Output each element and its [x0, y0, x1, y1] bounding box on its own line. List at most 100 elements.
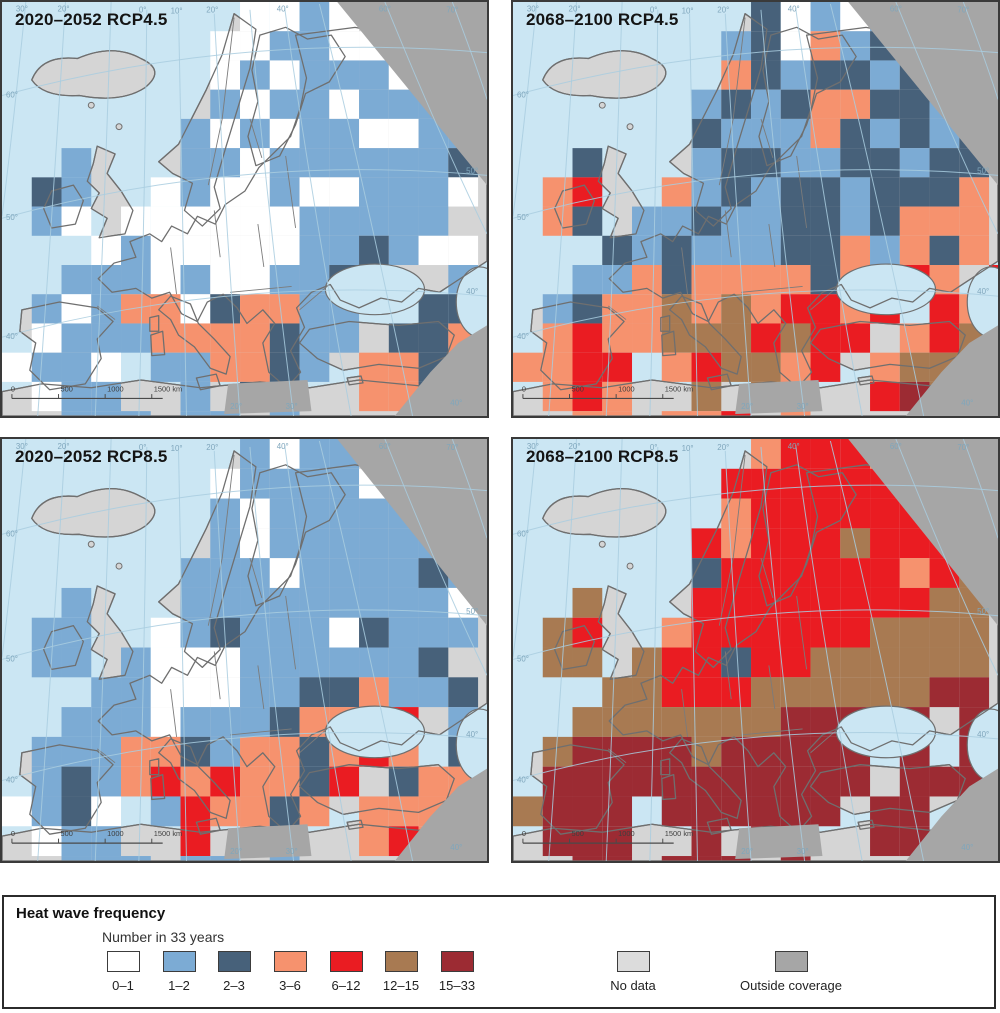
legend-item-3-6: 3–6 [262, 951, 318, 993]
svg-text:50°: 50° [517, 213, 529, 222]
svg-text:500: 500 [572, 829, 584, 838]
svg-text:1500 km: 1500 km [154, 385, 182, 394]
legend-subtitle: Number in 33 years [102, 929, 225, 945]
svg-text:1500 km: 1500 km [665, 385, 693, 394]
svg-text:50°: 50° [517, 654, 529, 663]
svg-text:30°: 30° [797, 402, 809, 411]
svg-text:70°: 70° [446, 443, 458, 452]
svg-text:20°: 20° [230, 847, 242, 856]
svg-text:30°: 30° [286, 402, 298, 411]
svg-text:30°: 30° [527, 5, 539, 14]
svg-text:20°: 20° [58, 442, 70, 451]
svg-text:40°: 40° [961, 843, 973, 852]
svg-text:60°: 60° [379, 5, 391, 14]
svg-text:40°: 40° [788, 5, 800, 14]
svg-text:60°: 60° [890, 5, 902, 14]
svg-text:40°: 40° [788, 442, 800, 451]
svg-text:20°: 20° [717, 6, 729, 15]
svg-text:10°: 10° [171, 444, 183, 453]
legend-swatch [440, 951, 474, 972]
svg-text:1000: 1000 [618, 829, 635, 838]
panel-title: 2020–2052 RCP4.5 [15, 10, 168, 29]
legend-swatch-outside-coverage [774, 951, 808, 972]
svg-text:70°: 70° [957, 6, 969, 15]
svg-text:1500 km: 1500 km [665, 829, 694, 838]
legend-class-label: 1–2 [168, 978, 190, 993]
legend-item-6-12: 6–12 [318, 951, 374, 993]
svg-text:1000: 1000 [107, 385, 124, 394]
map-panel-2020-2052-rcp45: 30° 20° 0° 10° 20° 40° 60° 70° 60° 50° 40° 50° 40° 20… [0, 0, 489, 418]
svg-text:1000: 1000 [107, 829, 124, 838]
svg-text:20°: 20° [206, 6, 218, 15]
svg-text:1000: 1000 [618, 385, 635, 394]
legend-no-data-label: No data [610, 978, 656, 993]
legend-outside-label: Outside coverage [740, 978, 842, 993]
svg-text:30°: 30° [16, 5, 28, 14]
map-panel-2068-2100-rcp45: 30° 20° 0° 10° 20° 40° 60° 70° 60° 50° 40° 50° 40° 20… [511, 0, 1000, 418]
svg-text:500: 500 [572, 385, 584, 394]
svg-text:50°: 50° [466, 167, 478, 176]
svg-text:40°: 40° [6, 776, 18, 785]
legend-swatch [217, 951, 251, 972]
map-canvas: 30° 20° 0° 10° 20° 40° 60° 70° 60° 50° 40° 50° 40° 20… [513, 439, 998, 861]
panel-title: 2020–2052 RCP8.5 [15, 447, 168, 466]
panel-title: 2068–2100 RCP8.5 [526, 447, 679, 466]
svg-text:60°: 60° [6, 91, 18, 100]
svg-text:40°: 40° [450, 843, 462, 852]
legend-item-no-data: No data [593, 951, 673, 993]
legend: Heat wave frequency Number in 33 years 0… [2, 895, 996, 1009]
map-canvas: 30° 20° 0° 10° 20° 40° 60° 70° 60° 50° 40° 50° 40° 20… [2, 2, 487, 416]
svg-text:10°: 10° [171, 7, 183, 16]
svg-text:20°: 20° [741, 847, 753, 856]
svg-text:10°: 10° [682, 7, 694, 16]
svg-text:1500 km: 1500 km [154, 829, 183, 838]
svg-text:40°: 40° [517, 776, 529, 785]
svg-text:50°: 50° [977, 607, 989, 616]
svg-text:60°: 60° [890, 442, 902, 451]
svg-text:0°: 0° [650, 443, 658, 452]
svg-text:70°: 70° [446, 6, 458, 15]
svg-text:500: 500 [61, 829, 73, 838]
svg-text:60°: 60° [6, 529, 18, 538]
legend-class-label: 15–33 [438, 978, 476, 993]
svg-text:40°: 40° [977, 730, 989, 739]
svg-text:40°: 40° [466, 730, 478, 739]
svg-text:0: 0 [11, 385, 15, 394]
svg-text:30°: 30° [797, 847, 809, 856]
svg-text:0°: 0° [650, 6, 658, 15]
svg-text:60°: 60° [379, 442, 391, 451]
svg-text:60°: 60° [517, 91, 529, 100]
svg-text:40°: 40° [977, 287, 989, 296]
legend-item-0-1: 0–1 [95, 951, 151, 993]
svg-text:20°: 20° [58, 5, 70, 14]
legend-swatch [273, 951, 307, 972]
map-panel-2068-2100-rcp85: 30° 20° 0° 10° 20° 40° 60° 70° 60° 50° 40° 50° 40° 20… [511, 437, 1000, 863]
svg-text:40°: 40° [6, 332, 18, 341]
svg-text:50°: 50° [6, 654, 18, 663]
svg-text:20°: 20° [569, 442, 581, 451]
svg-text:500: 500 [61, 385, 73, 394]
legend-class-label: 6–12 [331, 978, 361, 993]
scale-bar: 0 500 1000 1500 km [522, 385, 693, 400]
legend-swatch [162, 951, 196, 972]
svg-text:20°: 20° [206, 443, 218, 452]
svg-text:60°: 60° [517, 529, 529, 538]
legend-swatch [329, 951, 363, 972]
legend-item-15-33: 15–33 [429, 951, 485, 993]
svg-text:20°: 20° [717, 443, 729, 452]
map-canvas: 30° 20° 0° 10° 20° 40° 60° 70° 60° 50° 40° 50° 40° 20… [2, 439, 487, 861]
legend-item-1-2: 1–2 [151, 951, 207, 993]
svg-text:0°: 0° [139, 6, 147, 15]
legend-class-label: 0–1 [112, 978, 134, 993]
legend-class-label: 12–15 [382, 978, 420, 993]
svg-text:20°: 20° [741, 402, 753, 411]
svg-text:20°: 20° [569, 5, 581, 14]
legend-class-label: 2–3 [223, 978, 245, 993]
svg-text:50°: 50° [977, 167, 989, 176]
svg-text:40°: 40° [277, 5, 289, 14]
svg-text:40°: 40° [961, 398, 973, 407]
svg-text:40°: 40° [466, 287, 478, 296]
svg-text:40°: 40° [517, 332, 529, 341]
svg-text:20°: 20° [230, 402, 242, 411]
